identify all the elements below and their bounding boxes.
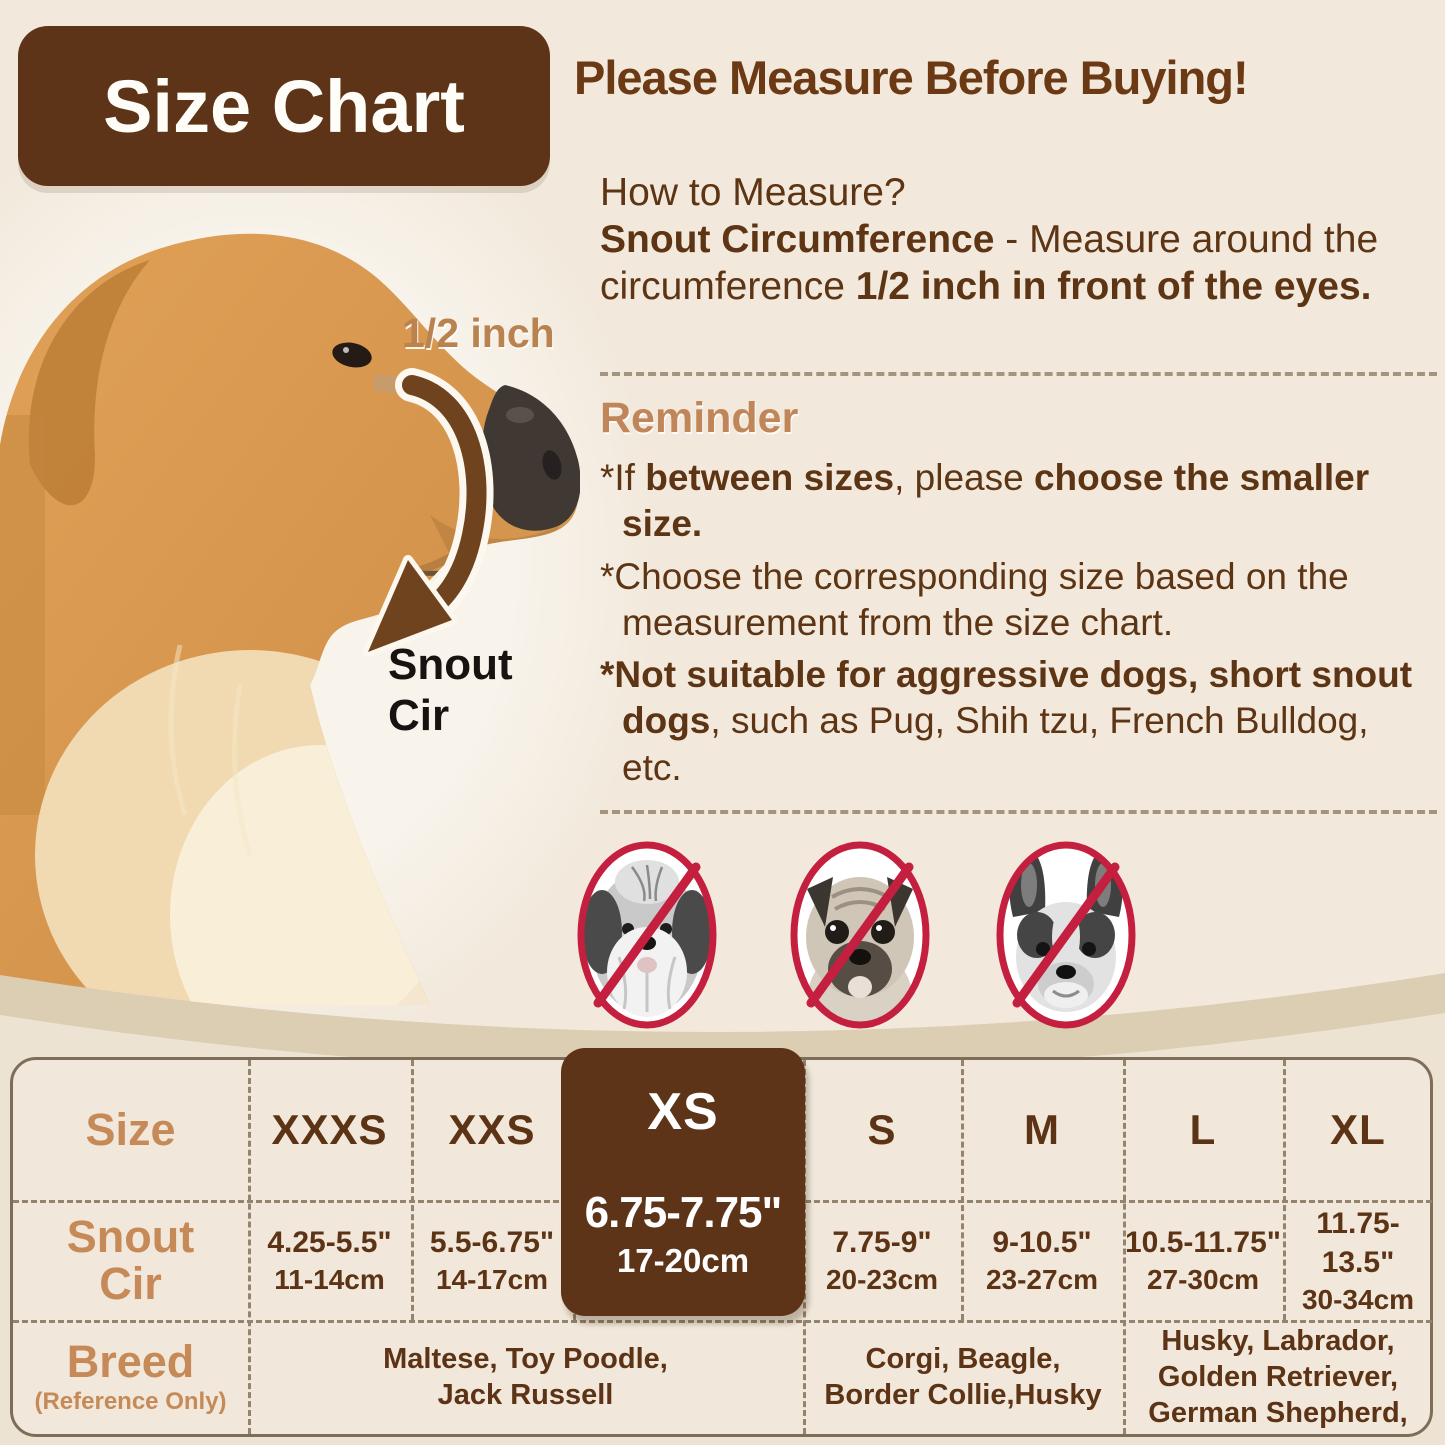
snout-range-s: 7.75-9" 20-23cm: [825, 1226, 939, 1295]
size-col-header-m: M: [1024, 1106, 1060, 1153]
breed-cell-small: Maltese, Toy Poodle, Jack Russell: [383, 1342, 668, 1411]
table-divider: [13, 1320, 1432, 1323]
reminder-item: *Choose the corresponding size based on …: [600, 554, 1438, 647]
no-french-bulldog-badge: [996, 841, 1136, 1029]
how-to-text-bold: 1/2 inch in front of the eyes.: [855, 264, 1372, 308]
reminder-item: *If between sizes, please choose the sma…: [600, 455, 1438, 548]
breed-cell-large: Husky, Labrador, Golden Retriever, Germa…: [1148, 1324, 1408, 1430]
prohibition-ring-icon: [790, 841, 930, 1029]
table-divider: [961, 1060, 964, 1320]
dashed-divider: [600, 810, 1437, 814]
reminder-text: , such as Pug, Shih tzu, French Bulldog,…: [622, 700, 1369, 788]
reminder-text: *Choose the corresponding size based on …: [600, 555, 1349, 643]
size-col-header-l: L: [1189, 1106, 1217, 1153]
no-shih-tzu-badge: [577, 841, 717, 1029]
xs-highlight: XS 6.75-7.75" 17-20cm: [561, 1048, 805, 1316]
table-divider: [1123, 1060, 1126, 1434]
snout-cir-label-line: Snout: [388, 640, 513, 689]
dashed-divider: [600, 372, 1437, 376]
breed-cell-medium: Corgi, Beagle, Border Collie,Husky: [824, 1342, 1102, 1411]
how-to-term: Snout Circumference: [600, 217, 995, 261]
size-chart-title-box: Size Chart: [18, 26, 550, 186]
reminder-text-bold: between sizes: [645, 457, 895, 498]
measure-warning: Please Measure Before Buying!: [574, 51, 1249, 104]
reminder-text-bold: choose the smaller size.: [622, 457, 1370, 545]
size-col-header-s: S: [867, 1106, 897, 1153]
reminder-list: *If between sizes, please choose the sma…: [600, 455, 1438, 797]
size-chart-table: Size Snout Cir Breed (Reference Only) XX…: [10, 1048, 1433, 1437]
prohibition-ring-icon: [577, 841, 717, 1029]
table-divider: [1283, 1060, 1286, 1320]
dog-eye: [332, 342, 372, 368]
how-to-measure-block: How to Measure? Snout Circumference - Me…: [600, 170, 1445, 310]
snout-range-m: 9-10.5" 23-27cm: [985, 1226, 1099, 1295]
prohibition-slash-icon: [593, 862, 701, 1008]
half-inch-label: 1/2 inch: [402, 310, 555, 356]
table-row-label-size: Size: [85, 1104, 176, 1156]
size-col-header-xl: XL: [1330, 1106, 1386, 1153]
size-col-header-xxxs: XXXS: [271, 1106, 388, 1153]
table-row-label-breed: Breed (Reference Only): [34, 1336, 227, 1415]
size-col-header-xxs: XXS: [448, 1106, 536, 1153]
table-row-label-snout: Snout Cir: [66, 1210, 195, 1309]
dog-ear: [28, 260, 151, 506]
reminder-item: *Not suitable for aggressive dogs, short…: [600, 652, 1438, 791]
table-divider: [248, 1060, 251, 1434]
page-title: Size Chart: [103, 64, 465, 148]
prohibition-ring-icon: [996, 841, 1136, 1029]
snout-range-l: 10.5-11.75" 27-30cm: [1124, 1226, 1282, 1295]
reminder-text: , please: [894, 457, 1034, 498]
prohibition-slash-icon: [806, 862, 914, 1008]
table-divider: [411, 1060, 414, 1320]
snout-range-xl: 11.75-13.5" 30-34cm: [1301, 1206, 1415, 1315]
snout-cir-label-line: Cir: [388, 690, 450, 740]
dog-nose: [481, 385, 580, 531]
how-to-heading: How to Measure?: [600, 171, 906, 214]
reminder-text-bold: *Not suitable for aggressive dogs, short…: [600, 654, 1413, 742]
snout-range-xxs: 5.5-6.75" 14-17cm: [429, 1226, 555, 1295]
snout-range-xxxs: 4.25-5.5" 11-14cm: [267, 1226, 392, 1295]
how-to-text: - Measure around the circumference: [600, 217, 1379, 308]
reminder-heading: Reminder: [600, 394, 799, 442]
prohibition-slash-icon: [1012, 862, 1120, 1008]
reminder-text: *If: [600, 457, 646, 498]
snout-cir-label: Snout Cir: [388, 640, 513, 741]
no-pug-badge: [790, 841, 930, 1029]
